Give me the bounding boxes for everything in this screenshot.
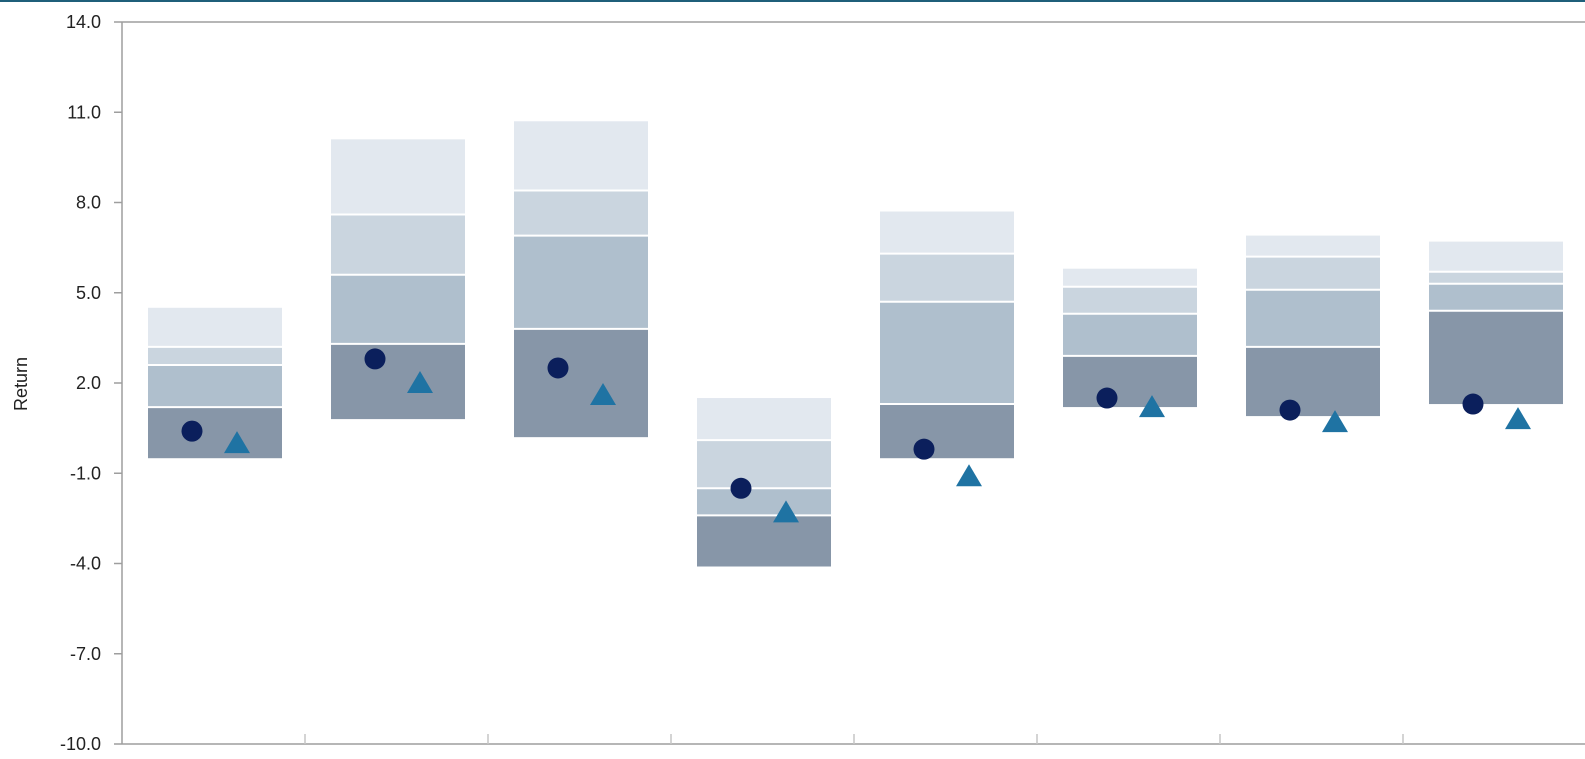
bar-band-1 [1063, 355, 1197, 408]
y-tick-label: -1.0 [70, 463, 101, 483]
bar-band-1 [697, 515, 831, 567]
y-tick-label: 8.0 [76, 193, 101, 213]
bar-band-4 [880, 211, 1014, 254]
y-tick-label: -4.0 [70, 554, 101, 574]
bar-band-3 [331, 214, 465, 275]
bar-band-4 [1429, 241, 1563, 272]
bar-band-1 [148, 407, 282, 459]
bar-group [697, 398, 831, 567]
bar-band-2 [148, 364, 282, 408]
bar-band-3 [1429, 271, 1563, 284]
bar-group [514, 121, 648, 438]
bar-band-4 [514, 121, 648, 191]
bar-group [148, 307, 282, 459]
triangle-marker [1139, 395, 1165, 418]
bar-band-2 [697, 488, 831, 516]
bar-band-3 [1246, 256, 1380, 290]
bar-band-3 [697, 440, 831, 489]
bar-group [1246, 235, 1380, 417]
triangle-marker [773, 500, 799, 523]
bar-band-4 [148, 307, 282, 347]
y-tick-label: -7.0 [70, 644, 101, 664]
bar-group [1063, 268, 1197, 408]
bar-band-3 [514, 190, 648, 236]
triangle-marker [224, 431, 250, 454]
axes: 14.0 11.0 8.0 5.0 2.0 -1.0 -4.0 -7.0 -10.0 [60, 12, 1585, 754]
bar-band-1 [1429, 310, 1563, 405]
circle-marker [1462, 393, 1484, 415]
y-tick-label: -10.0 [60, 734, 101, 754]
y-tick-label: 14.0 [66, 12, 101, 32]
circle-marker [181, 420, 203, 442]
markers [181, 348, 1531, 523]
circle-marker [913, 438, 935, 460]
circle-marker [730, 477, 752, 499]
bar-band-1 [331, 343, 465, 420]
circle-marker [1096, 387, 1118, 409]
bar-band-1 [880, 404, 1014, 459]
y-axis-title-group: Return [11, 357, 31, 411]
bars [148, 121, 1563, 567]
bar-band-3 [148, 346, 282, 365]
circle-marker [364, 348, 386, 370]
bar-group [880, 211, 1014, 459]
circle-marker [1279, 399, 1301, 421]
bar-band-2 [1429, 283, 1563, 311]
bar-group [1429, 241, 1563, 405]
bar-band-4 [1246, 235, 1380, 257]
triangle-marker [956, 464, 982, 487]
bar-band-3 [880, 253, 1014, 302]
triangle-marker [407, 371, 433, 393]
y-tick-label: 11.0 [67, 102, 101, 122]
bar-group [331, 139, 465, 420]
y-tick-label: 5.0 [76, 283, 101, 303]
bar-band-2 [1063, 313, 1197, 356]
y-axis-title: Return [11, 357, 31, 411]
top-rule [0, 0, 1585, 2]
triangle-marker [590, 383, 616, 406]
bar-band-4 [331, 139, 465, 215]
triangle-marker [1505, 407, 1531, 430]
y-tick-label: 2.0 [76, 373, 101, 393]
bar-band-2 [514, 235, 648, 329]
circle-marker [547, 357, 569, 379]
bar-band-4 [1063, 268, 1197, 287]
bar-band-1 [514, 328, 648, 438]
triangle-marker [1322, 410, 1348, 433]
bar-band-3 [1063, 286, 1197, 314]
bar-band-2 [880, 301, 1014, 405]
bar-band-2 [1246, 289, 1380, 347]
bar-band-4 [697, 398, 831, 441]
bar-band-1 [1246, 346, 1380, 417]
bar-band-2 [331, 274, 465, 344]
